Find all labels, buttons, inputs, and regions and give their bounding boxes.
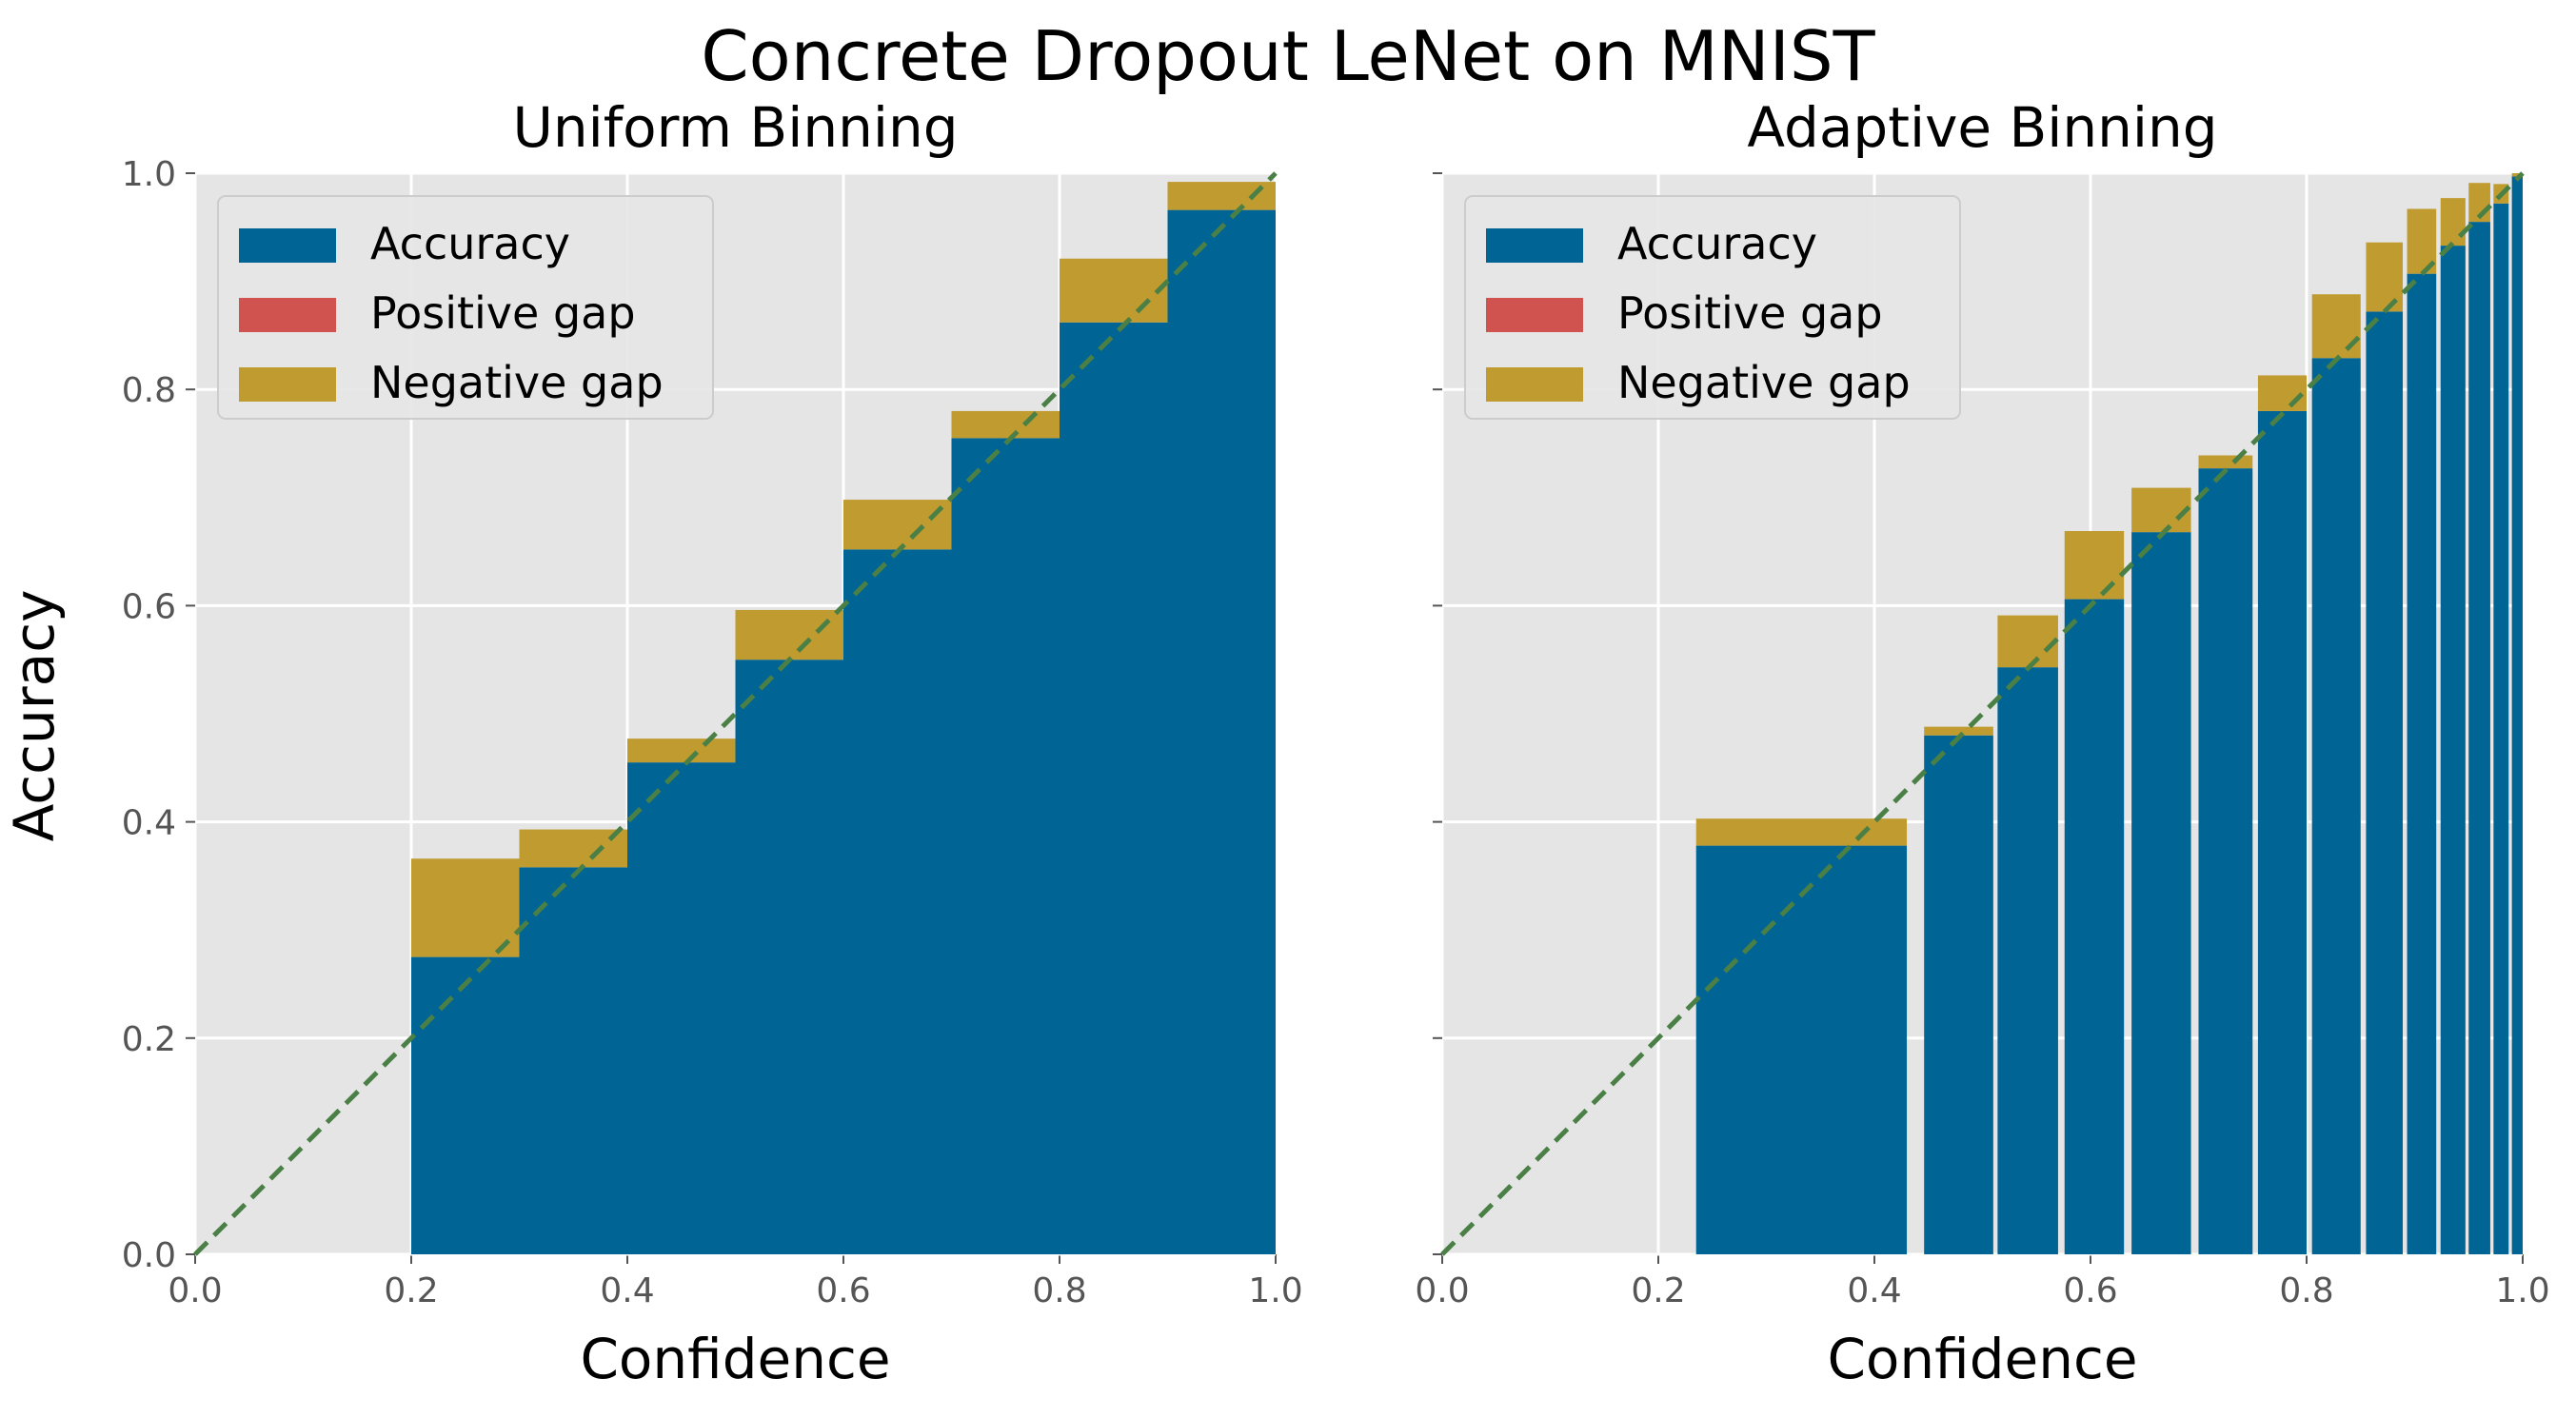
accuracy-bar xyxy=(2511,176,2523,1255)
legend: Accuracy Positive gap Negative gap xyxy=(1464,195,1961,420)
accuracy-bar xyxy=(2493,203,2509,1255)
negative-gap-bar xyxy=(951,410,1060,439)
x-tick-label: 0.2 xyxy=(384,1271,438,1310)
legend-swatch xyxy=(239,367,336,402)
x-tick-label: 1.0 xyxy=(1248,1271,1302,1310)
accuracy-bar xyxy=(1167,209,1276,1254)
negative-gap-bar xyxy=(843,500,952,550)
accuracy-bar xyxy=(2064,599,2125,1254)
legend-swatch xyxy=(239,298,336,332)
accuracy-bar xyxy=(2440,246,2466,1254)
panel-0: 0.0 0.2 0.4 0.6 0.8 1.0 0.0 0.2 0.4 0.6 0.8 1.0 Unif… xyxy=(122,95,1303,1391)
negative-gap-bar xyxy=(2257,375,2307,411)
x-tick-label: 0.6 xyxy=(816,1271,870,1310)
accuracy-bar xyxy=(1997,667,2058,1254)
negative-gap-bar xyxy=(1167,182,1276,210)
accuracy-bar xyxy=(519,867,627,1254)
y-tick-label: 1.0 xyxy=(122,155,176,194)
accuracy-bar xyxy=(2257,410,2307,1254)
x-tick-label: 0.6 xyxy=(2063,1271,2117,1310)
negative-gap-bar xyxy=(2131,487,2191,533)
negative-gap-bar xyxy=(1060,258,1168,323)
negative-gap-bar xyxy=(1924,726,1993,736)
negative-gap-bar xyxy=(1695,818,1908,846)
legend-label: Positive gap xyxy=(1617,287,1883,339)
legend-label: Accuracy xyxy=(370,218,570,269)
panel-title: Adaptive Binning xyxy=(1747,95,2217,160)
x-tick-label: 0.0 xyxy=(168,1271,222,1310)
y-axis-label: Accuracy xyxy=(2,590,67,842)
y-tick-label: 0.4 xyxy=(122,804,176,843)
accuracy-bar xyxy=(411,956,520,1254)
panel-title: Uniform Binning xyxy=(512,95,958,160)
negative-gap-bar xyxy=(1997,615,2058,668)
x-tick-label: 1.0 xyxy=(2495,1271,2549,1310)
accuracy-bar xyxy=(627,762,736,1254)
x-tick-label: 0.4 xyxy=(600,1271,654,1310)
negative-gap-bar xyxy=(2064,531,2125,600)
y-tick-label: 0.0 xyxy=(122,1236,176,1275)
accuracy-bar xyxy=(2311,358,2361,1255)
accuracy-bar xyxy=(1695,845,1908,1254)
negative-gap-bar xyxy=(519,829,627,868)
accuracy-bar xyxy=(2366,311,2404,1255)
legend-label: Positive gap xyxy=(370,287,636,339)
chart-panels: 0.0 0.2 0.4 0.6 0.8 1.0 0.0 0.2 0.4 0.6 0.8 1.0 Unif… xyxy=(122,95,2550,1391)
x-axis-label: Confidence xyxy=(1827,1327,2137,1391)
negative-gap-bar xyxy=(411,858,520,957)
negative-gap-bar xyxy=(2198,455,2253,469)
legend-label: Accuracy xyxy=(1617,218,1817,269)
legend-box xyxy=(1464,195,1961,420)
legend-swatch xyxy=(1486,367,1583,402)
x-tick-label: 0.4 xyxy=(1847,1271,1901,1310)
legend-swatch xyxy=(1486,298,1583,332)
y-tick-label: 0.8 xyxy=(122,371,176,410)
accuracy-bar xyxy=(843,549,952,1254)
y-tick-label: 0.6 xyxy=(122,587,176,626)
perfect-calibration-line xyxy=(193,171,1278,1256)
legend-label: Negative gap xyxy=(1617,357,1911,408)
legend-swatch xyxy=(1486,228,1583,263)
legend-box xyxy=(217,195,714,420)
legend-label: Negative gap xyxy=(370,357,664,408)
negative-gap-bar xyxy=(2440,198,2466,246)
accuracy-bar xyxy=(735,660,843,1254)
negative-gap-bar xyxy=(735,609,843,660)
negative-gap-bar xyxy=(2511,173,2523,177)
figure-title: Concrete Dropout LeNet on MNIST xyxy=(701,16,1875,96)
accuracy-bar xyxy=(2131,532,2191,1254)
legend-swatch xyxy=(239,228,336,263)
accuracy-bar xyxy=(2468,222,2490,1254)
accuracy-bar xyxy=(951,438,1060,1254)
panel-1: 0.0 0.2 0.4 0.6 0.8 1.0 Adaptive Binning Confid… xyxy=(1415,95,2549,1391)
x-axis-label: Confidence xyxy=(580,1327,890,1391)
y-tick-label: 0.2 xyxy=(122,1020,176,1059)
accuracy-bar xyxy=(1924,735,1993,1254)
accuracy-bar xyxy=(2407,273,2437,1255)
negative-gap-bar xyxy=(2311,294,2361,359)
perfect-calibration-line xyxy=(1440,171,2525,1256)
accuracy-bar xyxy=(2198,468,2253,1254)
x-tick-label: 0.0 xyxy=(1415,1271,1469,1310)
x-tick-label: 0.8 xyxy=(1032,1271,1086,1310)
accuracy-bar xyxy=(1060,322,1168,1254)
negative-gap-bar xyxy=(627,739,736,763)
legend: Accuracy Positive gap Negative gap xyxy=(217,195,714,420)
x-tick-label: 0.2 xyxy=(1631,1271,1685,1310)
x-tick-label: 0.8 xyxy=(2279,1271,2333,1310)
